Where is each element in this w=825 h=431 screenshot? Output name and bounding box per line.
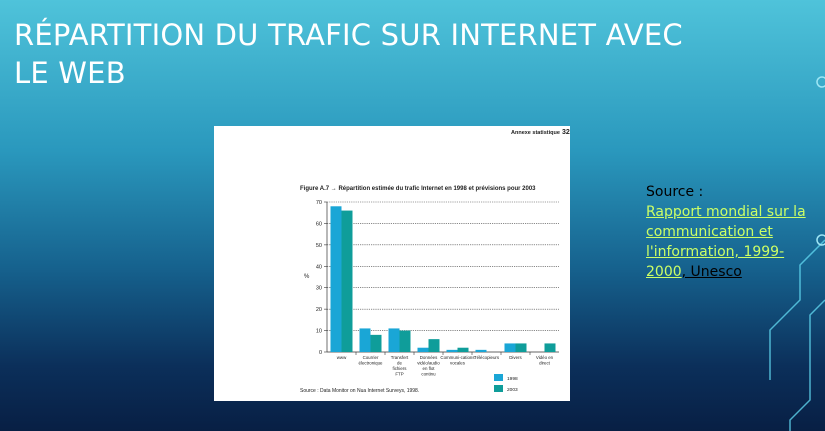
slide-title: RÉPARTITION DU TRAFIC SUR INTERNET AVEC …: [14, 18, 683, 90]
bar: [341, 210, 353, 352]
figure-header: Annexe statistique: [511, 130, 560, 136]
legend-swatch: [494, 385, 503, 392]
y-tick-label: 10: [316, 329, 322, 335]
x-tick-label: direct: [539, 361, 551, 366]
x-tick-label: Télécopieurs: [474, 355, 500, 360]
x-tick-label: Transfert: [391, 355, 409, 360]
x-tick-label: Communi-cations: [440, 355, 475, 360]
bar: [330, 206, 342, 352]
x-tick-label: vocales: [450, 361, 466, 366]
source-link[interactable]: Rapport mondial sur la communication et …: [646, 204, 806, 280]
y-tick-label: 60: [316, 221, 322, 227]
legend-label: 1998: [507, 376, 518, 382]
bar: [399, 330, 411, 352]
x-tick-label: fichiers: [393, 366, 408, 371]
x-tick-label: Courrier: [363, 355, 379, 360]
x-tick-label: www: [337, 355, 347, 360]
figure-footer: Source : Data Monitor on Nua Internet Su…: [300, 388, 419, 394]
x-tick-label: continu: [421, 372, 436, 377]
y-tick-label: 40: [316, 264, 322, 270]
source-block: Source : Rapport mondial sur la communic…: [646, 182, 822, 282]
figure-page-number: 32: [562, 129, 570, 136]
chart-figure: Annexe statistique 32 Figure A.7 → Répar…: [214, 126, 570, 401]
y-tick-label: 20: [316, 307, 322, 313]
bar: [544, 343, 556, 352]
legend-label: 2003: [507, 387, 518, 393]
x-tick-label: Données: [420, 355, 438, 360]
source-label: Source :: [646, 184, 704, 200]
x-tick-label: FTP: [395, 372, 403, 377]
bar: [475, 349, 487, 352]
bar: [504, 343, 516, 352]
bar: [446, 349, 458, 352]
y-tick-label: 0: [319, 350, 322, 356]
y-axis-label: %: [304, 274, 310, 280]
bar: [457, 347, 469, 352]
bar: [359, 328, 371, 352]
x-tick-label: vidéo/audio: [417, 361, 440, 366]
y-tick-label: 30: [316, 286, 322, 292]
source-organisation[interactable]: , Unesco: [681, 264, 742, 280]
bar: [388, 328, 400, 352]
bar-chart: Annexe statistique 32 Figure A.7 → Répar…: [300, 129, 570, 394]
bar: [370, 334, 382, 352]
x-tick-label: Vidéo en: [536, 355, 554, 360]
x-tick-label: Divers: [509, 355, 522, 360]
bar: [417, 347, 429, 352]
bar: [515, 343, 527, 352]
x-tick-label: en flot: [423, 366, 436, 371]
y-tick-label: 50: [316, 243, 322, 249]
y-tick-label: 70: [316, 200, 322, 206]
x-tick-label: électronique: [359, 361, 383, 366]
chart-title: Figure A.7 → Répartition estimée du traf…: [300, 186, 536, 192]
x-tick-label: de: [397, 361, 402, 366]
bar: [428, 339, 440, 352]
legend-swatch: [494, 374, 503, 381]
